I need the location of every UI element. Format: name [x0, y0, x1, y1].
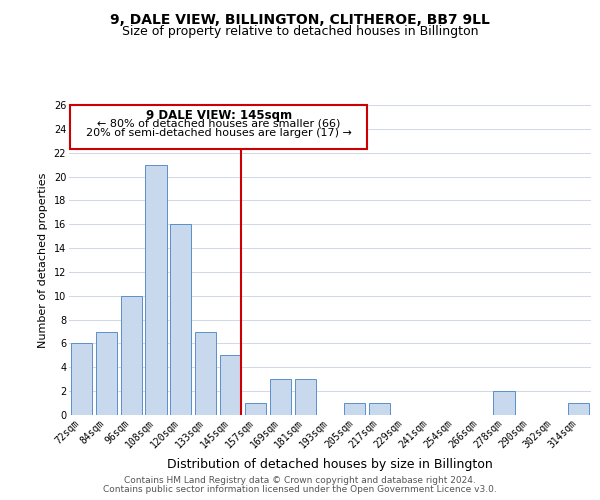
Text: Size of property relative to detached houses in Billington: Size of property relative to detached ho… — [122, 25, 478, 38]
Bar — [170, 224, 191, 415]
Bar — [369, 403, 390, 415]
Bar — [96, 332, 117, 415]
Bar — [195, 332, 216, 415]
X-axis label: Distribution of detached houses by size in Billington: Distribution of detached houses by size … — [167, 458, 493, 471]
Bar — [121, 296, 142, 415]
Text: ← 80% of detached houses are smaller (66): ← 80% of detached houses are smaller (66… — [97, 118, 340, 128]
Bar — [344, 403, 365, 415]
Bar — [245, 403, 266, 415]
Text: Contains HM Land Registry data © Crown copyright and database right 2024.: Contains HM Land Registry data © Crown c… — [124, 476, 476, 485]
Bar — [568, 403, 589, 415]
Bar — [71, 344, 92, 415]
Y-axis label: Number of detached properties: Number of detached properties — [38, 172, 48, 348]
Bar — [145, 164, 167, 415]
Bar — [270, 379, 291, 415]
Bar — [493, 391, 515, 415]
Bar — [295, 379, 316, 415]
Bar — [220, 356, 241, 415]
Text: 9 DALE VIEW: 145sqm: 9 DALE VIEW: 145sqm — [146, 108, 292, 122]
Text: 20% of semi-detached houses are larger (17) →: 20% of semi-detached houses are larger (… — [86, 128, 352, 138]
Text: 9, DALE VIEW, BILLINGTON, CLITHEROE, BB7 9LL: 9, DALE VIEW, BILLINGTON, CLITHEROE, BB7… — [110, 12, 490, 26]
Text: Contains public sector information licensed under the Open Government Licence v3: Contains public sector information licen… — [103, 485, 497, 494]
